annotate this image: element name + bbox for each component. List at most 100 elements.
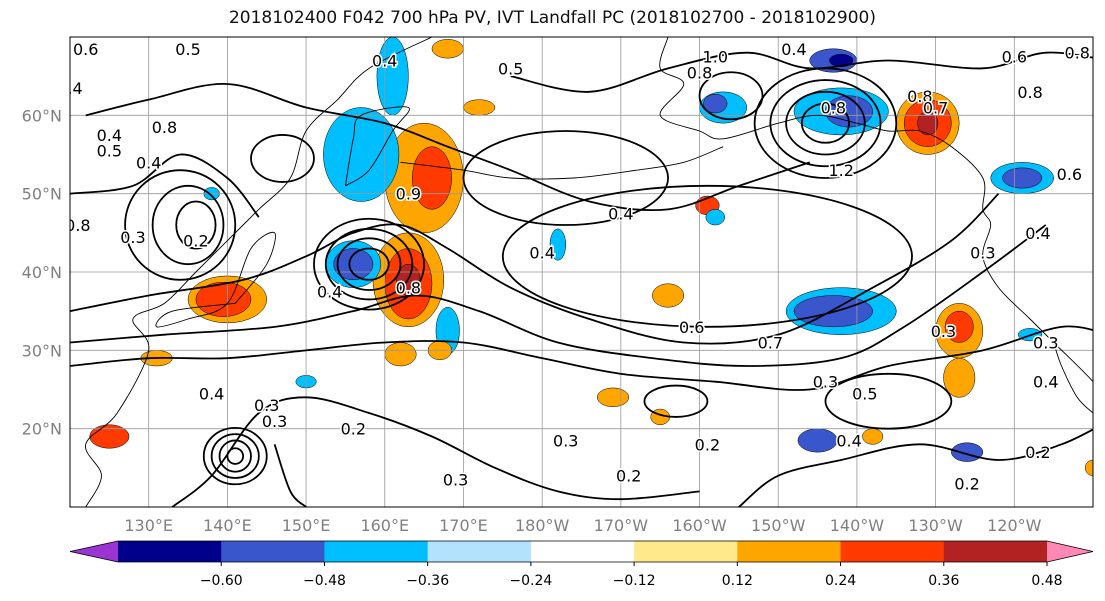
pv-anomaly-patch-30 — [797, 428, 838, 453]
contour-label: 0.4 — [317, 283, 342, 302]
contour-label: 0.4 — [57, 79, 82, 98]
longitude-label: 170°W — [594, 516, 649, 535]
pv-anomaly-patch-43 — [549, 228, 567, 261]
coastlines — [85, 37, 1093, 507]
contour-label: 0.2 — [695, 435, 720, 454]
contour-label: 0.4 — [781, 40, 806, 59]
contour-label: 0.6 — [1002, 48, 1027, 67]
contour-label: 0.8 — [907, 87, 932, 106]
ivt-contour-line — [273, 444, 307, 507]
coastline — [344, 106, 410, 187]
colorbar-segment — [427, 541, 532, 562]
ivt-contour-line — [171, 396, 700, 507]
longitude-label: 160°W — [672, 516, 727, 535]
colorbar-segment — [324, 541, 429, 562]
contour-label: 0.5 — [97, 142, 122, 161]
contour-labels: 0.6 0.50.40.40.50.80.40.80.3 0.20.4 0.51.00… — [57, 38, 1091, 495]
ivt-contour-line — [70, 193, 1000, 345]
ivt-closed-contour — [643, 384, 709, 418]
contour-label: 0.5 — [498, 59, 523, 78]
contour-label: 0.8 — [152, 118, 177, 137]
latitude-labels: 20°N 30°N 40°N 50°N 60°N — [22, 106, 62, 438]
contour-label: 0.2 — [1025, 443, 1050, 462]
contour-label: 0.4 — [199, 384, 224, 403]
pv-anomaly-patch-37 — [596, 387, 629, 407]
ivt-closed-contour — [313, 217, 426, 311]
plot-frame — [69, 36, 1094, 508]
contour-label: 0.4 — [372, 52, 397, 71]
ivt-closed-contour — [753, 67, 898, 179]
colorbar-tick-label: −0.48 — [303, 573, 346, 589]
contour-label: 0.2 — [954, 475, 979, 494]
ivt-closed-contour — [462, 130, 669, 226]
latitude-label: 50°N — [22, 185, 62, 204]
contour-label: 0.8 — [396, 279, 421, 298]
colorbar-tick-label: 0.48 — [1031, 573, 1062, 589]
contour-label: 0.4 — [529, 243, 554, 262]
pv-anomaly-patch-31 — [951, 442, 984, 462]
contour-label: 0.3 — [1033, 334, 1058, 353]
ivt-closed-contour — [769, 79, 882, 168]
contour-label: 0.6 — [1057, 165, 1082, 184]
contour-label: 0.3 — [443, 471, 468, 490]
ivt-closed-contour — [218, 439, 252, 473]
longitude-label: 170°E — [439, 516, 488, 535]
colorbar-outline — [69, 540, 1094, 563]
contour-label: 0.2 — [183, 232, 208, 251]
map-title: 2018102400 F042 700 hPa PV, IVT Landfall… — [228, 8, 876, 28]
contour-label: 0.7 — [758, 334, 783, 353]
coastline — [85, 37, 433, 507]
contour-label: 0.3 — [553, 431, 578, 450]
contour-label: 0.2 — [616, 467, 641, 486]
longitude-label: 150°E — [282, 516, 331, 535]
ivt-closed-contour — [501, 184, 913, 328]
ivt-closed-contour — [336, 237, 402, 291]
pv-anomaly-patch-15 — [323, 107, 400, 202]
ivt-closed-contour — [250, 134, 315, 183]
pv-anomaly-patch-33 — [463, 99, 496, 116]
ivt-closed-contour — [202, 426, 268, 486]
contour-label: 0.8 — [821, 99, 846, 118]
pv-anomaly-patch-28 — [376, 37, 409, 116]
pv-filled-anomalies — [89, 37, 1093, 476]
colorbar-ticks: −0.60 −0.48 −0.36 −0.24 −0.12 0.12 0.24 0.36 0.4… — [200, 562, 1063, 589]
ivt-contour-line — [510, 51, 1093, 93]
colorbar-tick-label: −0.12 — [613, 573, 656, 589]
pv-anomaly-patch-27 — [1002, 167, 1043, 189]
pv-anomaly-patch-42 — [705, 209, 725, 226]
colorbar-segment — [840, 541, 945, 562]
colorbar-segment — [530, 541, 635, 562]
pv-anomaly-patch-46 — [431, 39, 464, 59]
longitude-label: 140°W — [830, 516, 885, 535]
longitude-labels: 130°E 140°E 150°E 160°E 170°E 180°W 170°W 160°W… — [124, 516, 1041, 535]
pv-anomaly-patch-9 — [917, 111, 939, 136]
colorbar-tick-label: 0.24 — [825, 573, 856, 589]
contour-label: 0.3 — [262, 412, 287, 431]
contour-label: 0.8 — [687, 63, 712, 82]
pv-anomaly-patch-23 — [829, 53, 854, 68]
ivt-closed-contour — [124, 169, 237, 281]
longitude-label: 130°E — [124, 516, 173, 535]
colorbar-tick-label: −0.60 — [200, 573, 243, 589]
contour-label: 0.3 — [120, 228, 145, 247]
colorbar — [69, 540, 1094, 563]
longitude-label: 150°W — [751, 516, 806, 535]
contour-label: 0.4 — [836, 431, 861, 450]
longitude-label: 180°W — [515, 516, 570, 535]
ivt-contour-line — [70, 325, 1093, 391]
colorbar-tick-label: 0.36 — [928, 573, 959, 589]
ivt-contour-line — [738, 428, 1093, 507]
coastline — [1053, 342, 1093, 414]
contour-label: 0.3 — [254, 396, 279, 415]
coastline — [659, 37, 1093, 383]
pv-anomaly-patch-6 — [195, 281, 252, 317]
colorbar-tick-label: 0.12 — [722, 573, 753, 589]
longitude-label: 140°E — [203, 516, 252, 535]
pv-anomaly-patch-32 — [652, 283, 685, 308]
pv-anomaly-patch-11 — [944, 310, 974, 343]
ivt-closed-contour — [785, 90, 866, 156]
colorbar-tick-label: −0.24 — [509, 573, 552, 589]
colorbar-extend-low — [70, 541, 118, 562]
ivt-closed-contour — [348, 247, 390, 281]
contour-label: 0.4 — [1033, 373, 1058, 392]
